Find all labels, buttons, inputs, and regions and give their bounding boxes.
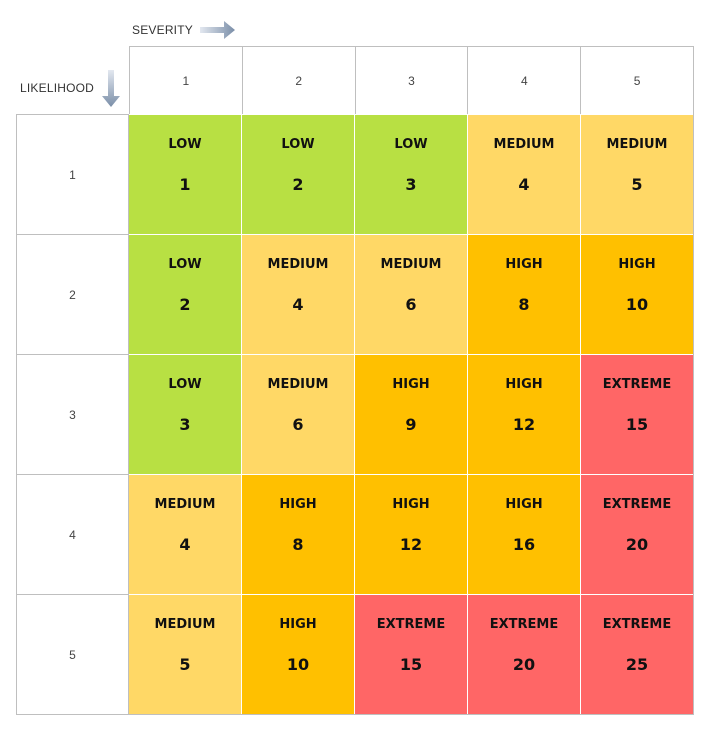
grid-border-bottom xyxy=(16,714,694,715)
risk-level-label: LOW xyxy=(168,377,202,392)
risk-score: 5 xyxy=(179,655,191,674)
risk-score: 1 xyxy=(179,175,191,194)
risk-score: 6 xyxy=(405,295,417,314)
risk-cell: EXTREME 15 xyxy=(355,594,468,714)
matrix-row: 1 LOW 1 LOW 2 LOW 3 MEDIUM 4 MEDIUM 5 xyxy=(16,114,694,234)
risk-level-label: HIGH xyxy=(505,257,543,272)
risk-level-label: EXTREME xyxy=(602,617,672,632)
risk-cell: EXTREME 20 xyxy=(468,594,581,714)
risk-cell: MEDIUM 5 xyxy=(581,114,694,234)
severity-header-5: 5 xyxy=(581,47,694,114)
matrix-row: 2 LOW 2 MEDIUM 4 MEDIUM 6 HIGH 8 HIGH 10 xyxy=(16,234,694,354)
risk-cell: MEDIUM 5 xyxy=(129,594,242,714)
risk-level-label: MEDIUM xyxy=(154,497,216,512)
risk-level-label: MEDIUM xyxy=(267,257,329,272)
risk-cell: HIGH 10 xyxy=(581,234,694,354)
risk-score: 9 xyxy=(405,415,417,434)
risk-cell: HIGH 8 xyxy=(468,234,581,354)
risk-level-label: LOW xyxy=(168,257,202,272)
severity-header-3: 3 xyxy=(356,47,469,114)
risk-score: 10 xyxy=(286,655,310,674)
risk-cell: HIGH 8 xyxy=(242,474,355,594)
likelihood-header-5: 5 xyxy=(16,594,129,714)
risk-level-label: HIGH xyxy=(505,377,543,392)
risk-cell: HIGH 9 xyxy=(355,354,468,474)
risk-score: 3 xyxy=(405,175,417,194)
matrix-row: 4 MEDIUM 4 HIGH 8 HIGH 12 HIGH 16 EXTREME 20 xyxy=(16,474,694,594)
risk-level-label: EXTREME xyxy=(376,617,446,632)
risk-level-label: MEDIUM xyxy=(493,137,555,152)
risk-level-label: HIGH xyxy=(392,377,430,392)
risk-score: 2 xyxy=(179,295,191,314)
risk-cell: EXTREME 25 xyxy=(581,594,694,714)
severity-axis-label: SEVERITY xyxy=(132,23,193,37)
risk-cell: EXTREME 20 xyxy=(581,474,694,594)
risk-cell: MEDIUM 4 xyxy=(129,474,242,594)
severity-header-4: 4 xyxy=(468,47,582,114)
arrow-down-icon xyxy=(102,70,120,107)
grid-border-right xyxy=(693,114,694,715)
likelihood-header-1: 1 xyxy=(16,114,129,234)
risk-score: 20 xyxy=(625,535,649,554)
risk-score: 16 xyxy=(512,535,536,554)
risk-cell: LOW 2 xyxy=(129,234,242,354)
likelihood-header-2: 2 xyxy=(16,234,129,354)
risk-score: 8 xyxy=(518,295,530,314)
likelihood-header-3: 3 xyxy=(16,354,129,474)
risk-score: 15 xyxy=(625,415,649,434)
risk-score: 20 xyxy=(512,655,536,674)
risk-level-label: MEDIUM xyxy=(606,137,668,152)
severity-header-1: 1 xyxy=(130,47,243,114)
risk-cell: HIGH 10 xyxy=(242,594,355,714)
risk-cell: EXTREME 15 xyxy=(581,354,694,474)
risk-level-label: MEDIUM xyxy=(267,377,329,392)
risk-level-label: LOW xyxy=(281,137,315,152)
risk-cell: MEDIUM 4 xyxy=(468,114,581,234)
likelihood-header-4: 4 xyxy=(16,474,129,594)
risk-score: 4 xyxy=(518,175,530,194)
risk-cell: LOW 3 xyxy=(355,114,468,234)
risk-score: 4 xyxy=(292,295,304,314)
risk-score: 25 xyxy=(625,655,649,674)
severity-header-2: 2 xyxy=(243,47,356,114)
risk-cell: HIGH 16 xyxy=(468,474,581,594)
risk-level-label: MEDIUM xyxy=(380,257,442,272)
risk-cell: HIGH 12 xyxy=(468,354,581,474)
risk-cell: HIGH 12 xyxy=(355,474,468,594)
likelihood-axis-label: LIKELIHOOD xyxy=(20,81,95,95)
risk-level-label: LOW xyxy=(168,137,202,152)
risk-level-label: HIGH xyxy=(279,617,317,632)
risk-level-label: HIGH xyxy=(618,257,656,272)
risk-cell: MEDIUM 4 xyxy=(242,234,355,354)
matrix-row: 5 MEDIUM 5 HIGH 10 EXTREME 15 EXTREME 20 EXTREME 2… xyxy=(16,594,694,714)
risk-level-label: MEDIUM xyxy=(154,617,216,632)
risk-level-label: LOW xyxy=(394,137,428,152)
risk-level-label: HIGH xyxy=(279,497,317,512)
risk-cell: MEDIUM 6 xyxy=(355,234,468,354)
arrow-right-icon xyxy=(200,21,235,39)
risk-matrix: 1 2 3 4 5 1 LOW 1 LOW 2 LOW 3 MEDIUM 4 MEDIUM 5 2 LO… xyxy=(16,46,694,715)
risk-score: 15 xyxy=(399,655,423,674)
risk-score: 5 xyxy=(631,175,643,194)
risk-level-label: HIGH xyxy=(505,497,543,512)
risk-level-label: EXTREME xyxy=(489,617,559,632)
risk-score: 10 xyxy=(625,295,649,314)
risk-score: 3 xyxy=(179,415,191,434)
matrix-row: 3 LOW 3 MEDIUM 6 HIGH 9 HIGH 12 EXTREME 15 xyxy=(16,354,694,474)
severity-header-row: 1 2 3 4 5 xyxy=(129,46,694,114)
risk-cell: LOW 2 xyxy=(242,114,355,234)
risk-score: 12 xyxy=(512,415,536,434)
risk-level-label: HIGH xyxy=(392,497,430,512)
risk-cell: MEDIUM 6 xyxy=(242,354,355,474)
risk-cell: LOW 3 xyxy=(129,354,242,474)
risk-score: 8 xyxy=(292,535,304,554)
risk-score: 4 xyxy=(179,535,191,554)
risk-level-label: EXTREME xyxy=(602,377,672,392)
risk-score: 6 xyxy=(292,415,304,434)
risk-score: 12 xyxy=(399,535,423,554)
risk-score: 2 xyxy=(292,175,304,194)
risk-level-label: EXTREME xyxy=(602,497,672,512)
risk-cell: LOW 1 xyxy=(129,114,242,234)
